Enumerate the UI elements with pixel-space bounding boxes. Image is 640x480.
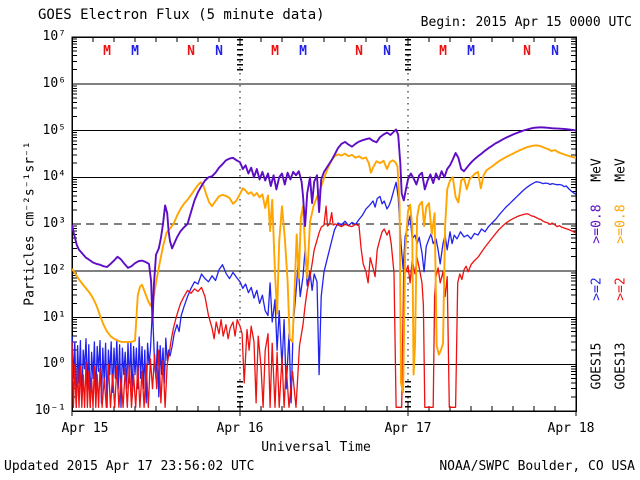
legend-unit-label: MeV [589,158,605,182]
legend-satellite-label: GOES13 [613,342,629,390]
noon-midnight-marker-m: M [439,44,447,59]
page-title: GOES Electron Flux (5 minute data) [38,7,325,23]
y-tick-label: 10⁷ [42,29,66,44]
legend-threshold-label: >=2 [589,277,605,301]
noon-midnight-marker-m: M [271,44,279,59]
x-axis-title: Universal Time [261,440,371,455]
legend-satellite-label: GOES15 [589,342,605,390]
x-tick-label: Apr 18 [547,421,595,436]
y-tick-label: 10² [42,262,66,278]
noon-midnight-marker-m: M [131,44,139,59]
source-attribution-label: NOAA/SWPC Boulder, CO USA [439,459,635,474]
y-tick-label: 10³ [42,216,66,231]
updated-timestamp-label: Updated 2015 Apr 17 23:56:02 UTC [4,459,255,474]
legend-threshold-label: >=0.8 [589,204,605,244]
begin-timestamp-label: Begin: 2015 Apr 15 0000 UTC [420,15,632,30]
noon-midnight-marker-n: N [523,44,531,59]
series-goes13-2-mev [72,205,576,408]
noon-midnight-marker-n: N [355,44,363,59]
x-tick-label: Apr 17 [384,421,432,436]
legend-threshold-label: >=0.8 [613,204,629,244]
noon-midnight-marker-m: M [103,44,111,59]
y-tick-label: 10⁻¹ [34,403,66,418]
noon-midnight-marker-m: M [299,44,307,59]
y-tick-label: 10⁰ [42,356,66,372]
y-tick-label: 10⁴ [42,169,66,185]
y-tick-label: 10⁵ [42,122,66,138]
legend-unit-label: MeV [613,158,629,182]
noon-midnight-marker-n: N [187,44,195,59]
y-tick-label: 10¹ [42,309,66,325]
y-axis-title: Particles cm⁻²s⁻¹sr⁻¹ [22,141,38,306]
x-tick-label: Apr 15 [61,421,109,436]
series-goes15-2-mev [72,181,576,408]
noon-midnight-marker-n: N [215,44,223,59]
noon-midnight-marker-n: N [551,44,559,59]
series-goes15-0.8-mev [72,126,576,323]
y-tick-label: 10⁶ [42,75,66,91]
noon-midnight-marker-n: N [383,44,391,59]
noon-midnight-marker-m: M [467,44,475,59]
plot-frame [71,36,577,412]
legend-threshold-label: >=2 [613,277,629,301]
x-tick-label: Apr 16 [216,421,264,436]
